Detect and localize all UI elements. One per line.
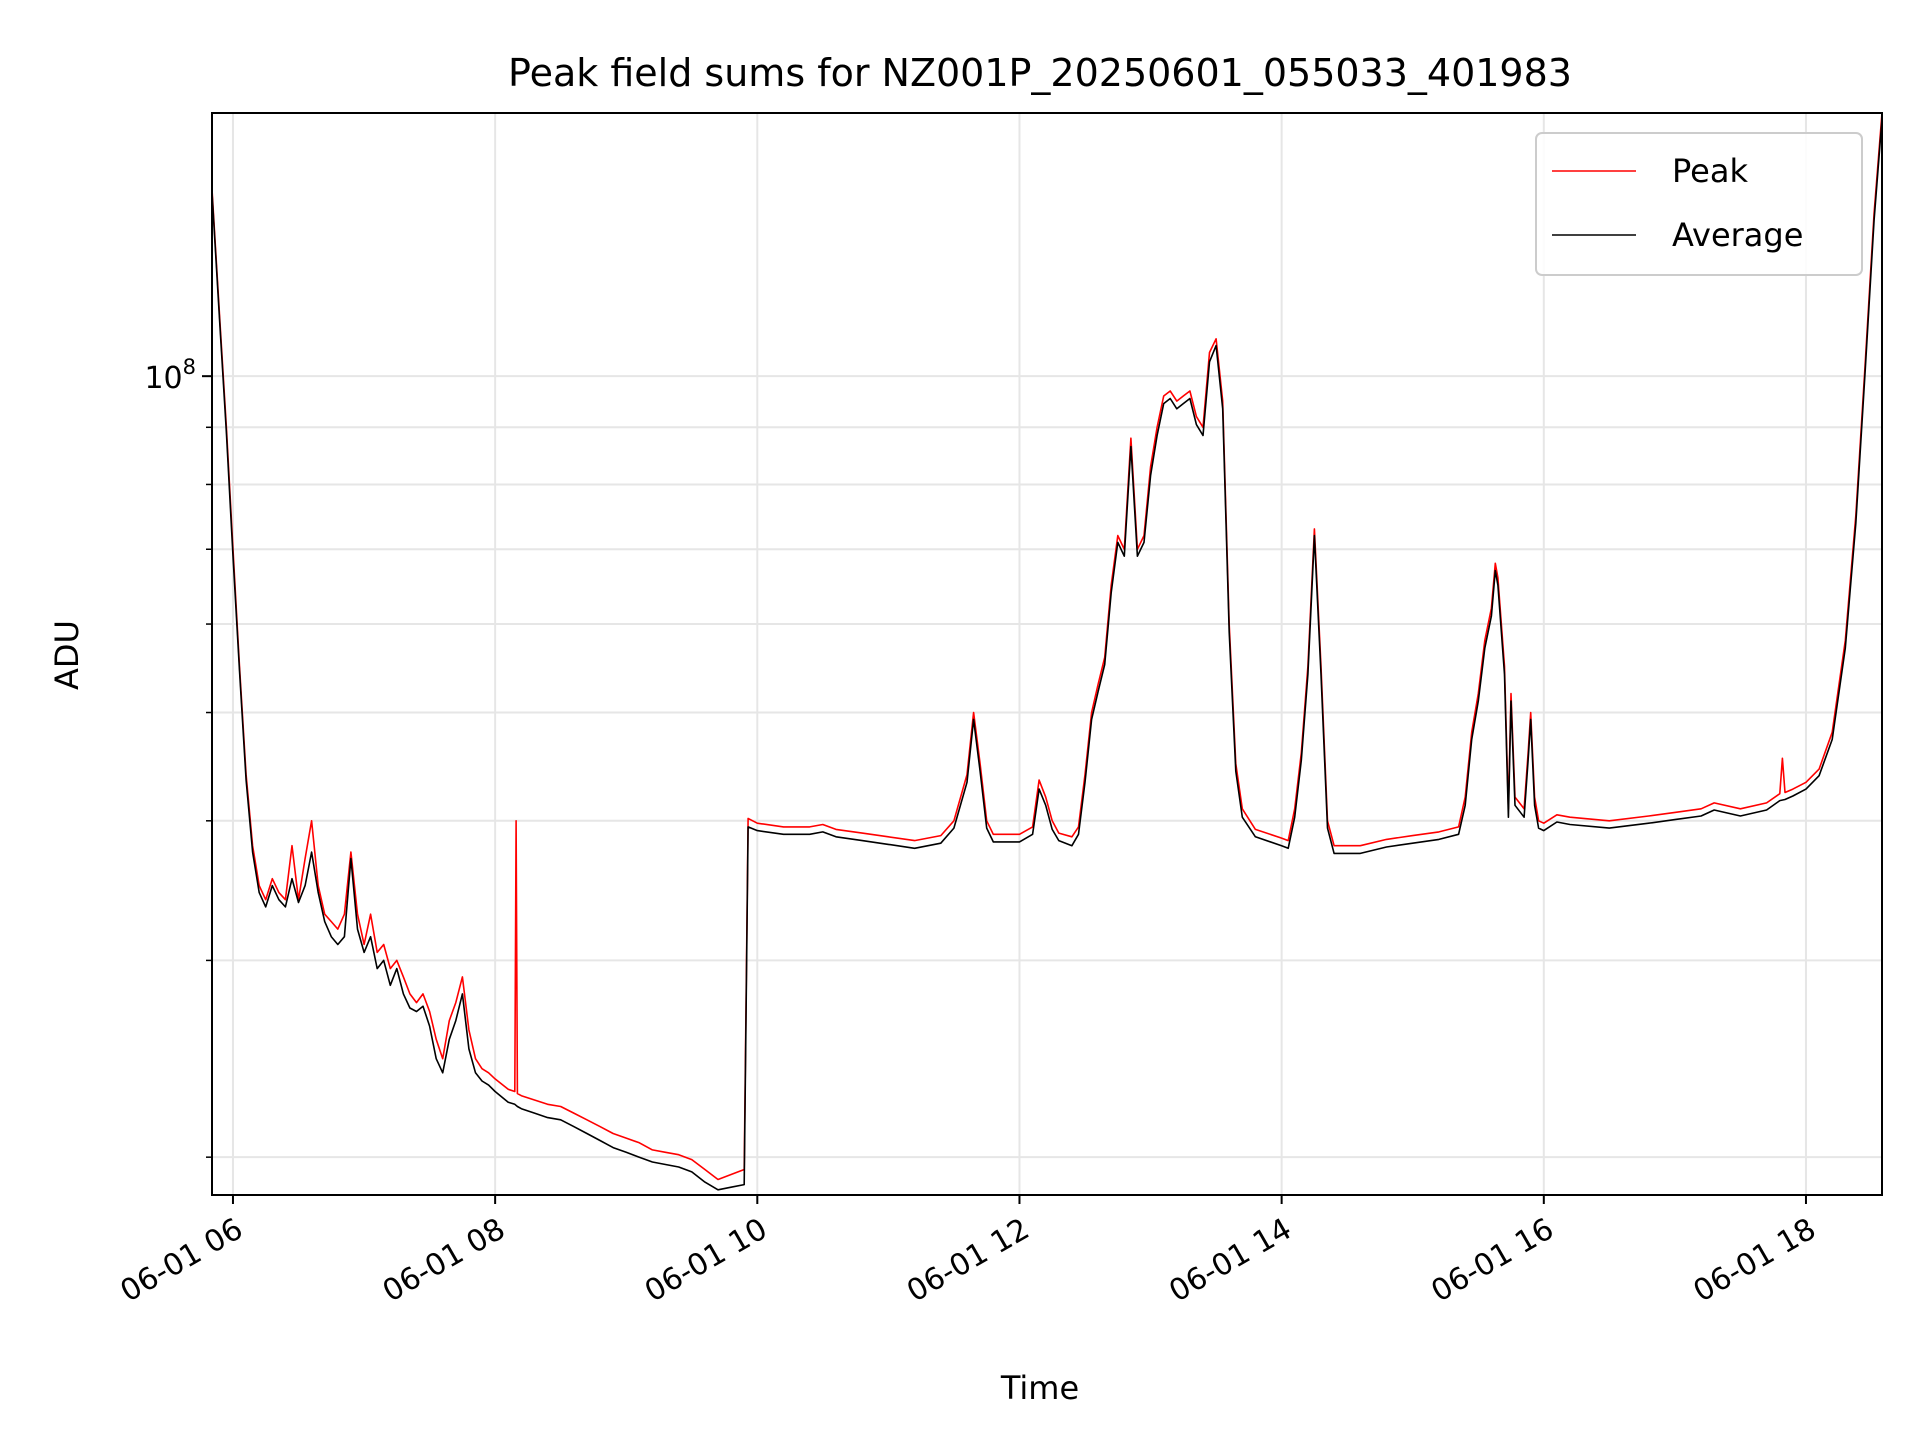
legend-box <box>1535 132 1863 276</box>
legend: Peak Average <box>1535 132 1863 276</box>
legend-label: Average <box>1672 216 1803 254</box>
plot-frame <box>211 112 1883 1196</box>
y-tick-label: 108 <box>144 355 196 396</box>
legend-label: Peak <box>1672 152 1748 190</box>
y-axis-label: ADU <box>48 620 86 690</box>
x-axis-label: Time <box>1000 1369 1079 1407</box>
chart-title: Peak field sums for NZ001P_20250601_0550… <box>508 51 1572 95</box>
series-line-average <box>211 118 1883 1191</box>
series-layer <box>211 112 1883 1191</box>
